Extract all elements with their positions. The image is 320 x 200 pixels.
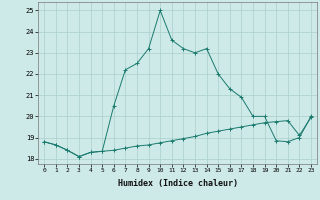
X-axis label: Humidex (Indice chaleur): Humidex (Indice chaleur) <box>118 179 238 188</box>
